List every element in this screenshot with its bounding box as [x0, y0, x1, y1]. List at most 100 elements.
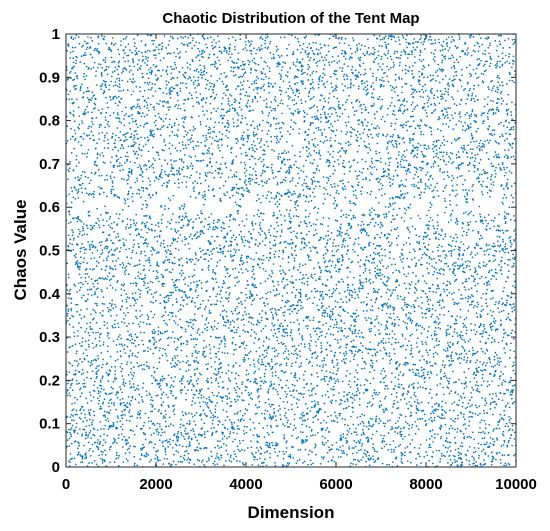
scatter-point	[229, 456, 232, 458]
scatter-point	[135, 302, 137, 304]
scatter-point	[187, 98, 190, 100]
scatter-point	[263, 60, 266, 63]
scatter-point	[277, 377, 280, 379]
scatter-point	[279, 325, 281, 328]
scatter-point	[248, 158, 251, 161]
scatter-point	[252, 453, 254, 456]
scatter-point	[155, 428, 157, 431]
scatter-point	[127, 311, 129, 314]
scatter-point	[141, 51, 143, 54]
scatter-point	[251, 221, 254, 223]
scatter-point	[187, 389, 189, 392]
scatter-point	[274, 203, 277, 206]
scatter-point	[159, 244, 162, 247]
scatter-point	[210, 250, 212, 253]
scatter-point	[115, 377, 118, 380]
scatter-point	[79, 89, 82, 92]
scatter-point	[289, 222, 292, 224]
scatter-point	[109, 226, 112, 229]
scatter-point	[168, 318, 171, 321]
scatter-point	[86, 262, 89, 264]
scatter-point	[103, 247, 106, 249]
scatter-point	[81, 234, 84, 237]
scatter-point	[102, 414, 105, 417]
scatter-point	[253, 57, 256, 60]
scatter-point	[205, 363, 207, 366]
scatter-point	[155, 65, 158, 67]
scatter-point	[257, 209, 260, 212]
scatter-point	[137, 388, 140, 391]
scatter-point	[174, 289, 177, 292]
scatter-point	[68, 72, 71, 74]
scatter-point	[256, 458, 259, 461]
scatter-point	[86, 354, 88, 357]
scatter-point	[245, 214, 248, 216]
scatter-point	[147, 454, 150, 456]
scatter-point	[203, 190, 206, 193]
scatter-point	[205, 397, 208, 400]
scatter-point	[94, 103, 97, 106]
scatter-point	[179, 149, 182, 152]
scatter-point	[117, 158, 120, 160]
scatter-point	[284, 272, 287, 275]
scatter-point	[76, 303, 79, 306]
scatter-point	[205, 175, 208, 178]
scatter-point	[119, 131, 122, 133]
scatter-point	[100, 288, 103, 291]
scatter-point	[137, 153, 140, 156]
scatter-point	[130, 170, 133, 173]
scatter-point	[154, 74, 157, 76]
scatter-point	[69, 70, 72, 73]
scatter-point	[206, 402, 209, 404]
scatter-point	[88, 182, 91, 185]
scatter-point	[132, 120, 134, 123]
scatter-point	[220, 251, 223, 253]
scatter-point	[288, 170, 291, 173]
scatter-point	[79, 395, 82, 398]
scatter-point	[270, 384, 272, 387]
scatter-point	[187, 432, 190, 435]
scatter-point	[124, 139, 126, 142]
scatter-point	[281, 299, 284, 302]
scatter-point	[70, 442, 73, 445]
scatter-point	[82, 246, 85, 249]
scatter-point	[137, 137, 140, 140]
scatter-point	[139, 252, 142, 255]
scatter-point	[108, 405, 110, 408]
scatter-point	[159, 459, 161, 462]
scatter-point	[120, 288, 123, 290]
scatter-point	[89, 288, 91, 291]
scatter-point	[89, 248, 92, 251]
scatter-point	[274, 451, 277, 453]
scatter-point	[170, 376, 173, 379]
scatter-point	[74, 285, 76, 287]
scatter-point	[87, 176, 89, 179]
scatter-point	[111, 287, 114, 289]
scatter-point	[148, 366, 150, 368]
scatter-point	[154, 378, 157, 381]
scatter-point	[214, 278, 217, 280]
scatter-point	[122, 56, 125, 59]
scatter-point	[274, 332, 277, 335]
scatter-point	[68, 167, 71, 169]
scatter-point	[170, 170, 172, 172]
scatter-point	[146, 290, 149, 293]
scatter-point	[265, 337, 268, 339]
scatter-point	[136, 413, 139, 416]
scatter-point	[81, 458, 84, 460]
scatter-point	[284, 179, 287, 182]
scatter-point	[209, 160, 212, 163]
scatter-point	[85, 90, 88, 93]
scatter-point	[148, 81, 151, 84]
scatter-point	[224, 47, 227, 50]
scatter-point	[242, 439, 245, 442]
scatter-point	[267, 391, 270, 394]
scatter-point	[128, 402, 131, 405]
scatter-point	[109, 267, 112, 270]
scatter-point	[204, 218, 207, 220]
scatter-point	[261, 412, 263, 415]
scatter-point	[191, 58, 194, 61]
scatter-point	[89, 326, 91, 328]
scatter-point	[68, 290, 71, 292]
scatter-point	[129, 78, 132, 81]
